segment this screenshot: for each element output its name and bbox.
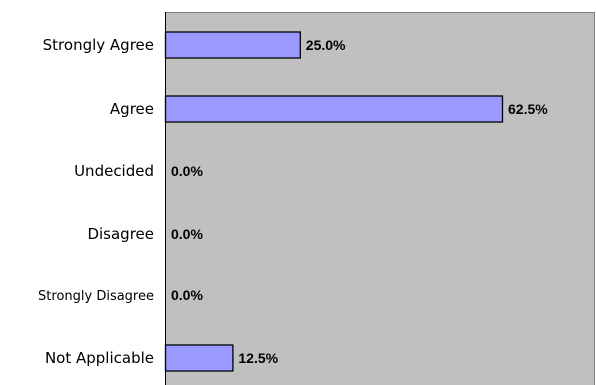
data-label: 25.0% (306, 37, 346, 53)
category-labels: Strongly Agree Agree Undecided Disagree Stro… (38, 36, 154, 367)
category-label: Agree (110, 100, 154, 118)
data-label: 0.0% (171, 287, 203, 303)
category-label: Disagree (87, 225, 154, 243)
data-label: 62.5% (508, 101, 548, 117)
category-label: Strongly Agree (43, 36, 154, 54)
data-label: 0.0% (171, 226, 203, 242)
bar-agree (164, 95, 504, 123)
category-label: Undecided (74, 162, 154, 180)
category-label: Not Applicable (45, 349, 154, 367)
bar-not-applicable (164, 344, 234, 372)
category-label: Strongly Disagree (38, 289, 154, 304)
data-labels: 25.0% 62.5% 0.0% 0.0% 0.0% 12.5% (171, 37, 548, 366)
data-label: 12.5% (238, 350, 278, 366)
bar-strongly-agree (164, 31, 301, 59)
data-label: 0.0% (171, 163, 203, 179)
plot-area (165, 12, 595, 385)
